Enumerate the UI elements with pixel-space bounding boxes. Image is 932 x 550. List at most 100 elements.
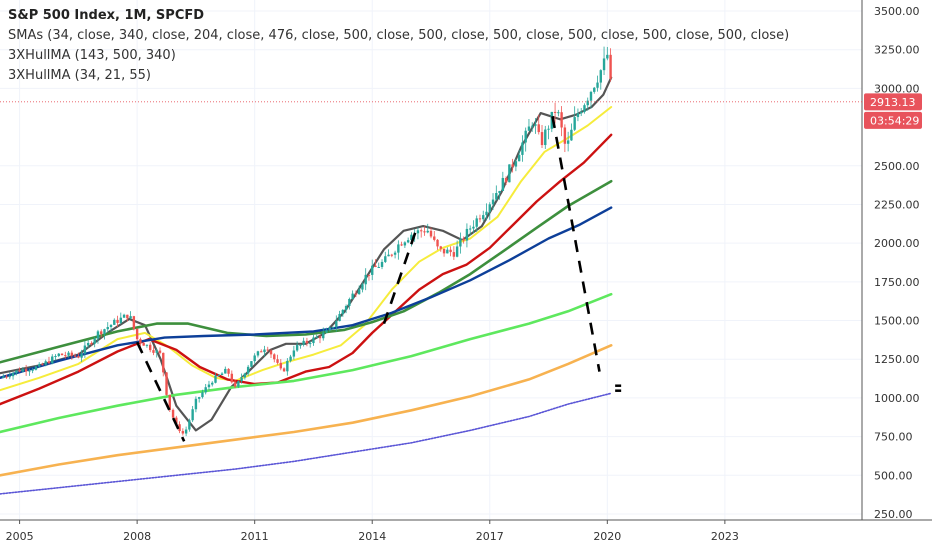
candle-body [41, 364, 44, 366]
candle-body [142, 342, 145, 346]
candle-body [593, 87, 596, 92]
candle-body [152, 350, 155, 353]
candle-body [573, 117, 576, 130]
candle-body [162, 352, 165, 373]
candle-body [325, 330, 328, 333]
candle-body [96, 331, 100, 339]
candle-body [260, 351, 263, 353]
candle-body [266, 349, 269, 351]
candle-body [227, 368, 230, 374]
candle-body [504, 177, 508, 183]
candle-body [524, 130, 527, 143]
candle-body [119, 317, 123, 323]
candle-body [429, 230, 433, 237]
candle-body [37, 364, 41, 367]
candle-body [8, 376, 11, 378]
candle-body [377, 266, 380, 268]
y-tick-label: 500.00 [874, 469, 913, 482]
y-tick-label: 750.00 [874, 431, 913, 444]
candle-body [560, 112, 563, 128]
candle-body [426, 230, 429, 233]
candle-body [100, 331, 103, 335]
y-tick-label: 2500.00 [874, 160, 920, 173]
candle-body [576, 113, 580, 118]
price-tags: 2913.13 03:54:29 [0, 93, 922, 129]
y-tick-label: 2250.00 [874, 198, 920, 211]
candle-body [240, 377, 243, 382]
candle-body [547, 128, 550, 130]
x-tick-label: 2017 [476, 530, 504, 543]
candle-body [178, 424, 181, 432]
candle-body [403, 242, 407, 246]
candle-body [184, 429, 188, 434]
candle-body [436, 239, 439, 247]
candle-body [459, 238, 462, 247]
candle-body [318, 336, 322, 339]
candle-body [145, 344, 149, 346]
candle-body [158, 350, 162, 353]
hull-legend-1[interactable]: 3XHullMA (143, 500, 340) [8, 48, 176, 63]
y-tick-label: 1750.00 [874, 276, 920, 289]
candle-body [583, 105, 586, 112]
candle-body [175, 417, 178, 425]
candle-body [129, 316, 132, 319]
x-tick-label: 2005 [6, 530, 34, 543]
candle-body [501, 177, 505, 191]
candle-body [351, 293, 354, 299]
candle-body [308, 343, 312, 345]
candle-body [390, 254, 394, 256]
candle-body [315, 336, 318, 338]
candle-body [596, 82, 599, 88]
candle-body [194, 398, 198, 410]
candle-body [103, 329, 106, 335]
candle-body [60, 353, 64, 356]
candle-body [602, 58, 606, 71]
last-price-label: 2913.13 [870, 96, 916, 109]
candle-body [534, 124, 537, 126]
candle-body [322, 332, 325, 339]
candle-body [410, 234, 413, 241]
candle-body [299, 344, 302, 346]
sma-legend[interactable]: SMAs (34, close, 340, close, 204, close,… [8, 28, 790, 43]
candle-body [521, 142, 524, 155]
candle-body [197, 397, 201, 399]
candle-body [106, 327, 109, 330]
hull-legend-2[interactable]: 3XHullMA (34, 21, 55) [8, 68, 151, 83]
candle-body [527, 126, 531, 131]
candle-body [188, 420, 191, 430]
candle-body [531, 125, 534, 127]
candle-body [201, 392, 204, 398]
candle-body [28, 370, 31, 372]
candle-body [570, 129, 573, 141]
candle-body [367, 274, 371, 276]
candle-body [191, 409, 194, 421]
candle-body [482, 215, 485, 220]
candle-body [514, 161, 518, 167]
candle-body [511, 164, 514, 167]
candle-body [468, 228, 472, 230]
candle-body [5, 376, 8, 378]
legend: S&P 500 Index, 1M, SPCFD SMAs (34, close… [8, 6, 789, 86]
dashed-line [135, 341, 186, 442]
candle-body [338, 314, 341, 322]
candle-body [517, 154, 521, 162]
candle-body [256, 351, 260, 356]
candle-body [34, 366, 38, 370]
candle-body [93, 338, 96, 344]
candle-body [406, 240, 410, 243]
candle-body [214, 375, 217, 383]
candle-body [586, 100, 589, 106]
candle-body [233, 382, 237, 387]
series-line-sma_darkgreen [0, 179, 613, 364]
candle-body [237, 381, 240, 387]
candle-body [279, 362, 283, 369]
dashed-line [551, 116, 601, 372]
candle-body [44, 361, 47, 365]
y-tick-label: 3250.00 [874, 44, 920, 57]
candle-body [250, 361, 253, 367]
candle-body [312, 337, 315, 344]
candle-body [292, 350, 296, 357]
candle-body [537, 124, 540, 133]
candle-body [462, 238, 465, 241]
